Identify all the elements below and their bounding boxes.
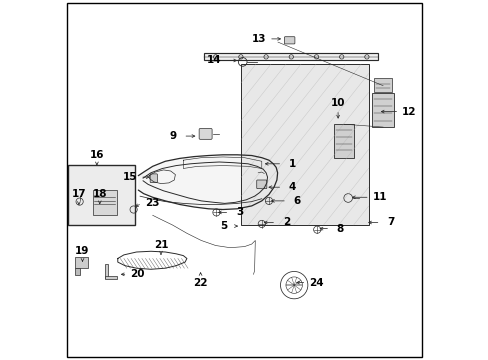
Bar bbox=[204, 53, 377, 60]
Text: 20: 20 bbox=[130, 269, 144, 279]
Text: 17: 17 bbox=[71, 189, 86, 199]
Bar bbox=[104, 264, 107, 278]
FancyBboxPatch shape bbox=[199, 129, 212, 139]
Text: 12: 12 bbox=[401, 107, 416, 117]
Text: 2: 2 bbox=[282, 217, 289, 228]
FancyBboxPatch shape bbox=[284, 37, 294, 44]
Bar bbox=[241, 64, 368, 225]
Text: 16: 16 bbox=[89, 150, 104, 160]
Text: 23: 23 bbox=[144, 198, 159, 208]
Text: 14: 14 bbox=[207, 55, 222, 66]
FancyBboxPatch shape bbox=[256, 180, 266, 189]
Bar bbox=[93, 190, 117, 215]
Bar bbox=[75, 268, 80, 275]
Text: 3: 3 bbox=[235, 207, 243, 217]
Text: 18: 18 bbox=[92, 189, 107, 199]
Text: 21: 21 bbox=[153, 240, 168, 250]
Bar bbox=[371, 93, 393, 127]
Text: 24: 24 bbox=[308, 278, 323, 288]
Text: 19: 19 bbox=[75, 246, 89, 256]
Text: 9: 9 bbox=[169, 131, 177, 141]
Text: 8: 8 bbox=[336, 224, 343, 234]
Text: 22: 22 bbox=[193, 278, 207, 288]
Bar bbox=[75, 257, 88, 268]
Text: 10: 10 bbox=[330, 98, 345, 108]
Text: 1: 1 bbox=[288, 159, 295, 169]
Text: 4: 4 bbox=[288, 182, 295, 192]
Text: 11: 11 bbox=[372, 192, 386, 202]
Polygon shape bbox=[138, 155, 277, 210]
Text: 7: 7 bbox=[386, 217, 393, 228]
Bar bbox=[68, 165, 134, 225]
Text: 5: 5 bbox=[220, 221, 227, 231]
Bar bbox=[104, 276, 117, 279]
Bar bbox=[373, 78, 391, 92]
Text: 15: 15 bbox=[122, 172, 137, 182]
Text: 13: 13 bbox=[251, 34, 265, 44]
Text: 6: 6 bbox=[293, 196, 300, 206]
FancyBboxPatch shape bbox=[150, 174, 157, 183]
Bar bbox=[333, 124, 353, 158]
